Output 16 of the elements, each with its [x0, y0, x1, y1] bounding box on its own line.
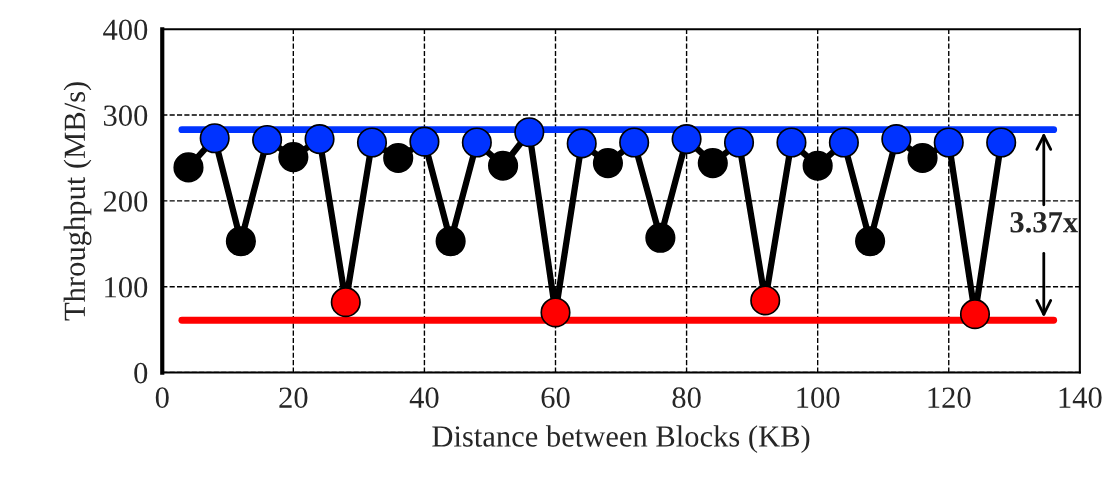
y-tick-label: 300 [103, 105, 148, 126]
x-tick-label: 100 [797, 387, 840, 408]
x-tick-label: 120 [928, 387, 971, 408]
x-tick-label: 60 [541, 387, 570, 408]
y-tick-label: 0 [134, 362, 148, 384]
x-tick-label: 0 [155, 387, 169, 408]
x-axis-title: Distance between Blocks (KB) [432, 425, 810, 453]
y-axis-title: Throughput (MB/s) [63, 82, 92, 321]
x-tick-label: 140 [1059, 387, 1102, 408]
y-tick-label: 400 [103, 19, 148, 41]
y-tick-label: 200 [103, 191, 148, 212]
annotation: 3.37x [1010, 212, 1078, 233]
x-tick-label: 40 [409, 387, 439, 408]
y-tick-label: 100 [105, 277, 148, 298]
x-tick-label: 80 [672, 387, 701, 408]
x-tick-label: 20 [279, 387, 308, 408]
